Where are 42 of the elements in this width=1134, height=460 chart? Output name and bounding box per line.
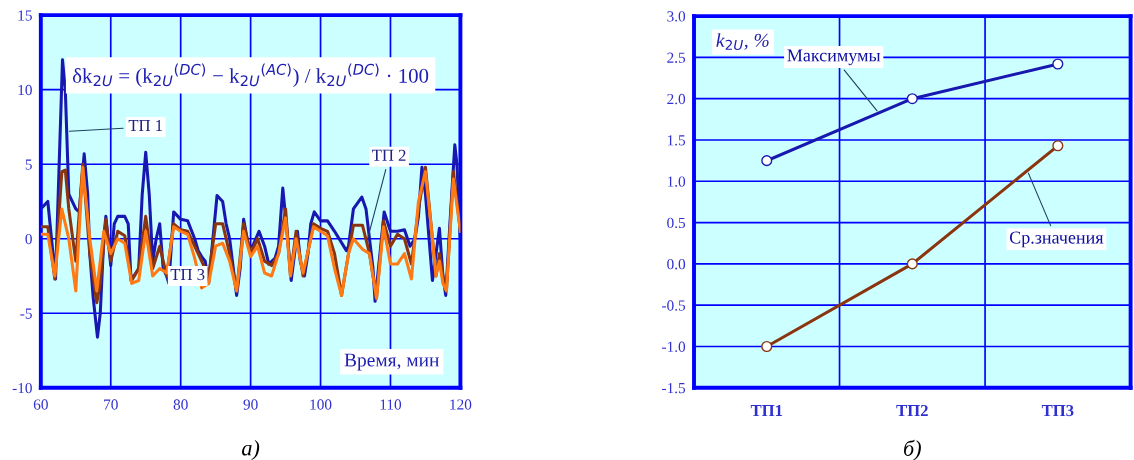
x-tick-label: ТП1 (750, 405, 783, 417)
y-tick-label: -10 (12, 382, 32, 394)
y-axis-title: k$_{2U}$, % (716, 33, 769, 51)
point (761, 340, 773, 353)
point (1052, 140, 1064, 152)
text: Ср.значения (1009, 231, 1104, 248)
y-tick-label: 0 (25, 233, 32, 245)
y-tick-label: 3.0 (667, 11, 686, 22)
x-tick-label: ТП2 (896, 404, 928, 417)
text: Максимумы (787, 49, 881, 66)
text: δk$_{2U}$ = (k$_{2U}$$^{(DC)}$ − k$_{2U}$$^{(AC)}$) / k$_{2U}$$^{(DC)}$ · 100 (72, 63, 429, 88)
x-tick-label: 60 (33, 399, 48, 410)
y-tick-label: 2.0 (667, 93, 686, 105)
y-tick-label: -1.0 (662, 341, 686, 352)
x-tick-label: 80 (173, 399, 188, 410)
series-label: ТП 1 (128, 119, 163, 131)
x-tick-label: 90 (243, 399, 258, 410)
point (1052, 58, 1064, 70)
x-tick-label: 100 (310, 399, 332, 410)
x-tick-label: 120 (450, 399, 472, 410)
y-tick-label: -1.5 (662, 382, 686, 394)
text: б) (903, 439, 921, 460)
series-label: ТП 2 (372, 149, 406, 161)
y-tick-label: -0.5 (662, 300, 686, 311)
y-tick-label: 15 (18, 10, 32, 21)
y-tick-label: 0.0 (667, 259, 686, 270)
series-label: ТП 3 (170, 268, 205, 281)
y-tick-label: 1.0 (667, 176, 686, 187)
text: а) (242, 439, 260, 460)
y-tick-label: 10 (18, 84, 32, 96)
point (761, 155, 773, 167)
y-tick-label: -5 (20, 308, 32, 319)
x-axis-title: Время, мин (344, 353, 439, 371)
y-tick-label: 2.5 (667, 52, 686, 63)
y-tick-label: 5 (25, 159, 32, 170)
point (906, 93, 918, 105)
x-tick-label: ТП3 (1041, 404, 1074, 417)
y-tick-label: 0.5 (667, 217, 686, 229)
point (906, 258, 918, 270)
y-tick-label: 1.5 (667, 135, 686, 146)
x-tick-label: 70 (104, 399, 118, 410)
x-tick-label: 110 (380, 399, 402, 410)
